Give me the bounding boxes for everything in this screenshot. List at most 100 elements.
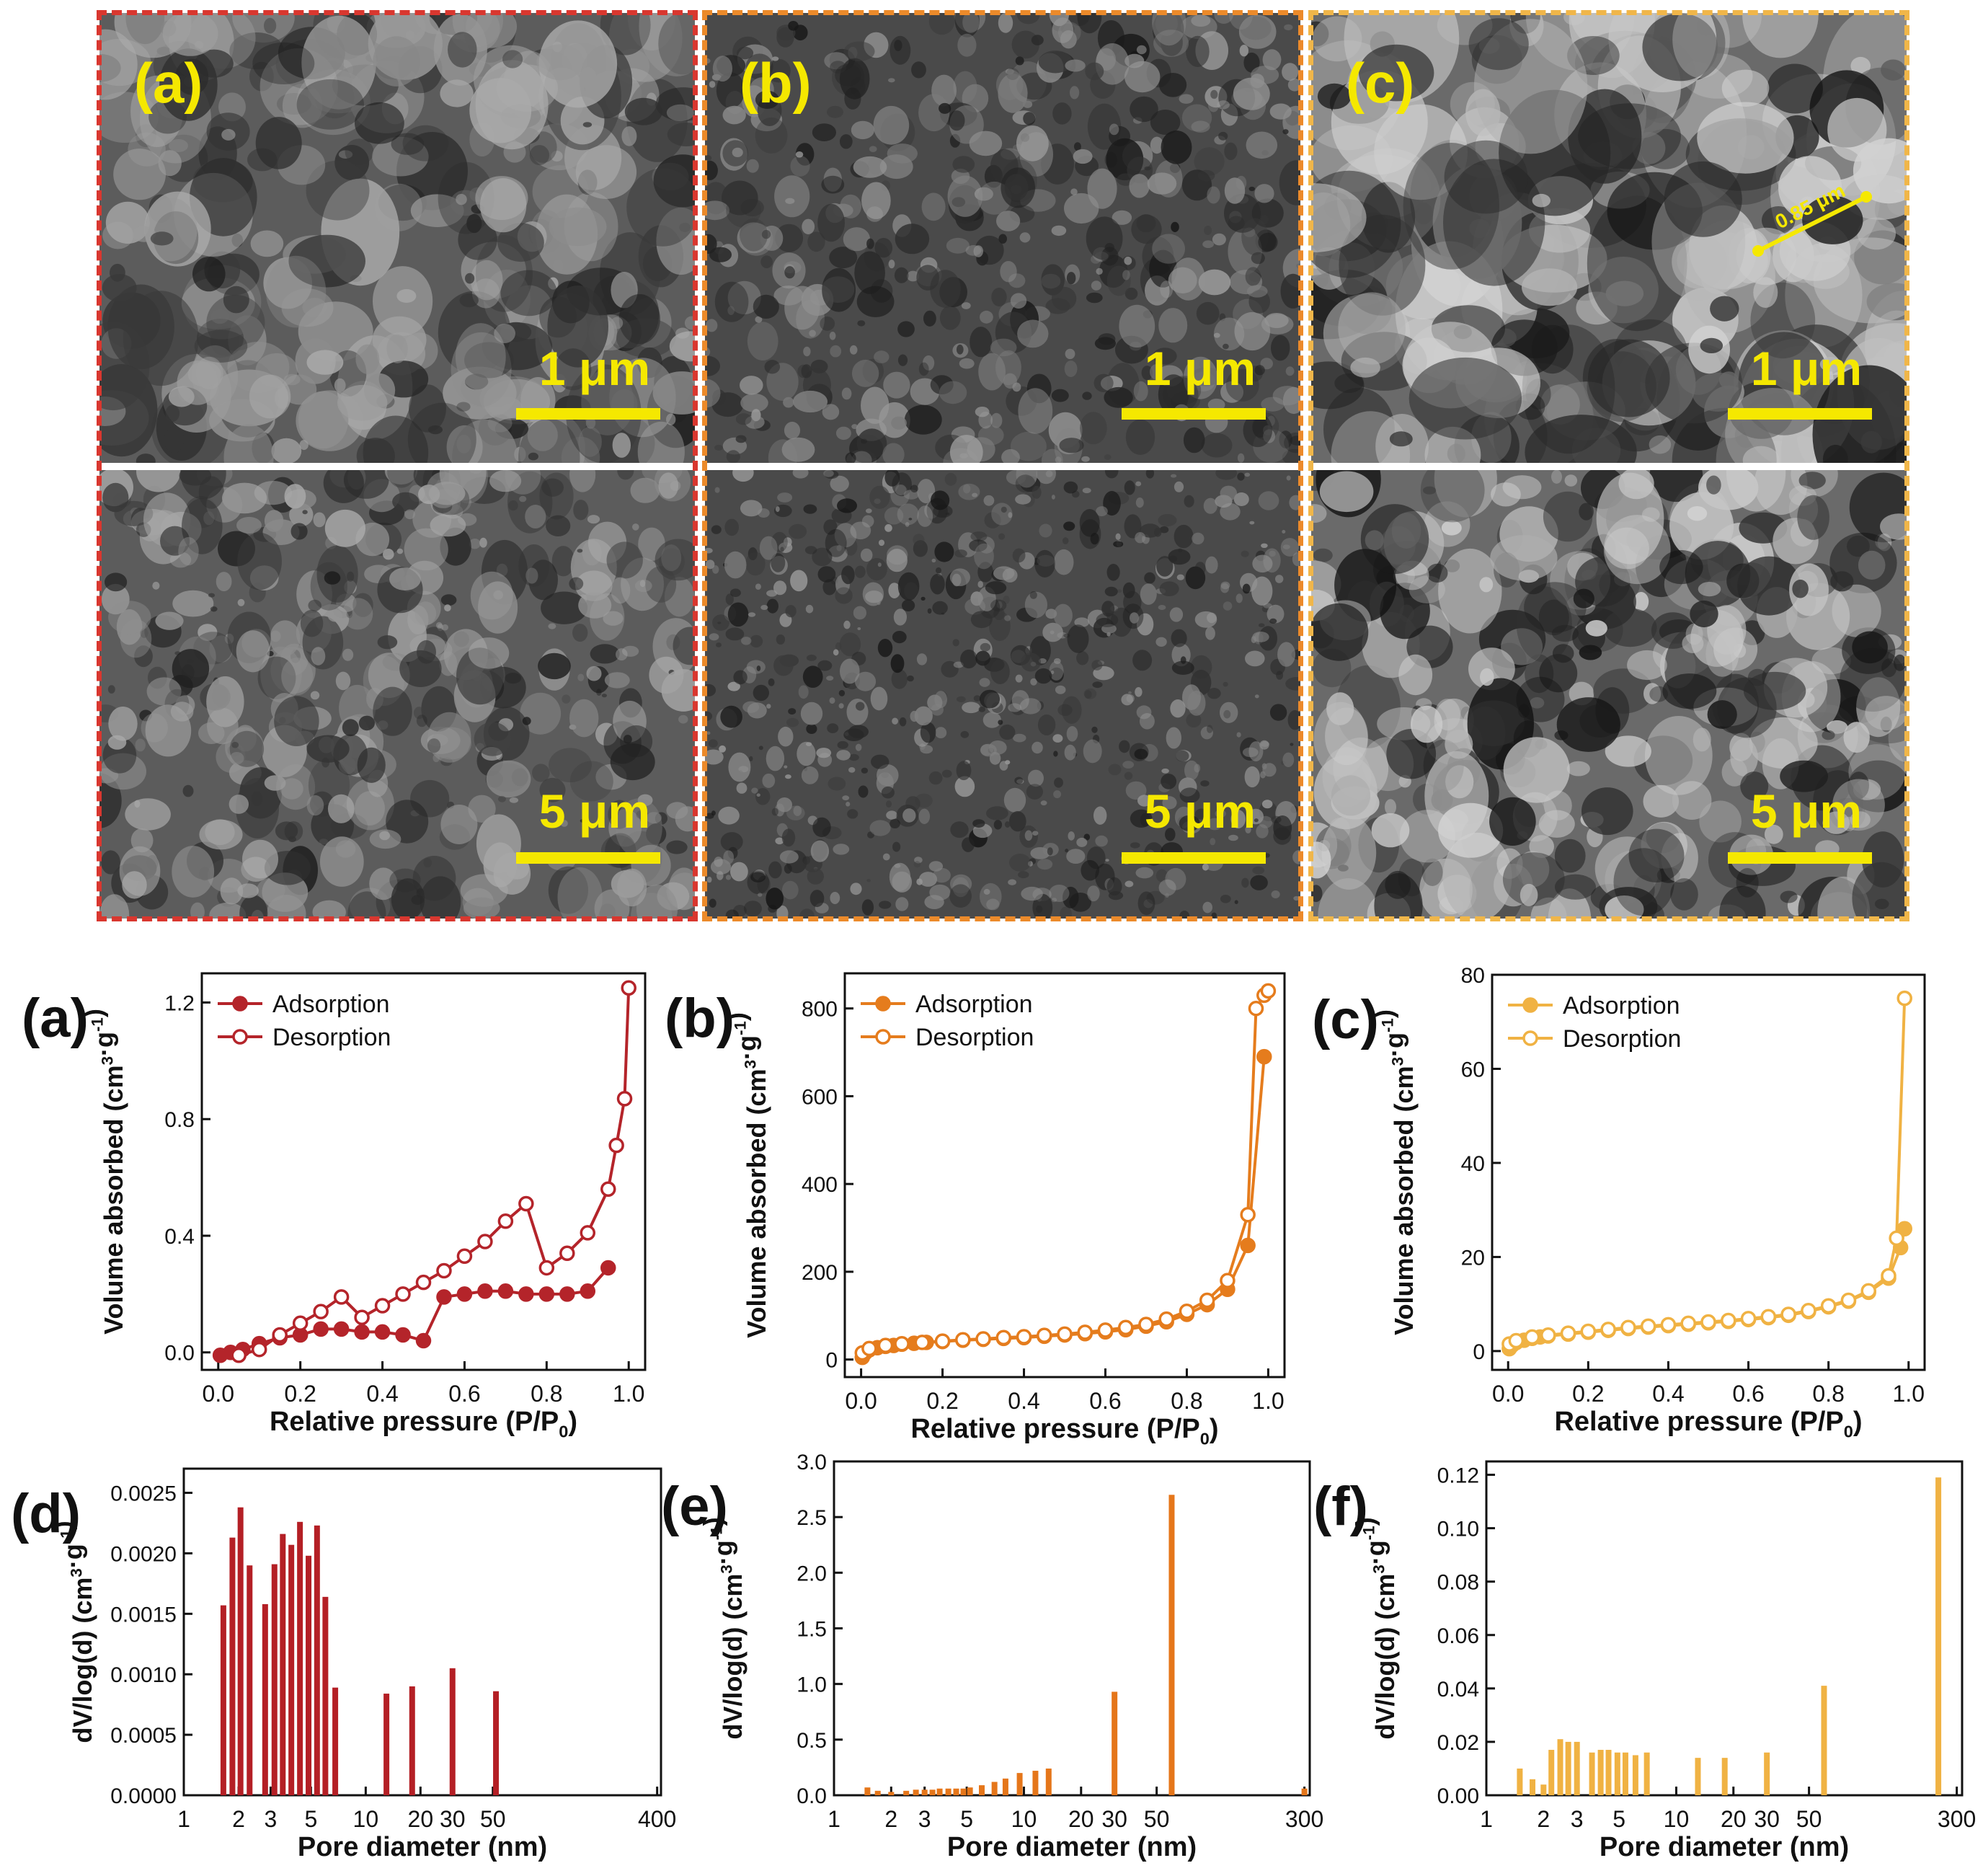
scale-bar-label: 1 μm	[1750, 342, 1862, 395]
desorption-point	[1700, 1314, 1716, 1330]
bar	[280, 1534, 286, 1795]
bar	[271, 1564, 278, 1795]
bar	[1016, 1773, 1023, 1795]
y-tick-label: 0.0	[164, 1342, 195, 1366]
desorption-point	[1138, 1317, 1154, 1332]
y-tick-label: 0.0000	[110, 1784, 177, 1808]
desorption-point	[456, 1248, 473, 1265]
desorption-point	[559, 1245, 575, 1261]
y-axis-label: Volume absorbed (cm3·g-1)	[1370, 1009, 1419, 1335]
bar	[449, 1668, 456, 1795]
desorption-point	[1740, 1311, 1757, 1327]
bar	[1574, 1741, 1580, 1795]
y-axis-label: Volume absorbed (cm3·g-1)	[79, 1009, 128, 1335]
desorption-point	[436, 1262, 452, 1279]
bar	[913, 1789, 919, 1795]
chart-panel-(b): 0.0 0.2 0.4 0.6 0.8 1.0 0 200 400 600 800 Relative …	[665, 972, 1286, 1448]
desorption-point	[621, 980, 636, 996]
bar	[1589, 1752, 1595, 1795]
desorption-point	[1640, 1318, 1656, 1335]
bar	[1821, 1686, 1827, 1795]
desorption-point	[1840, 1292, 1857, 1309]
y-axis-label: dV/log(d) (cm3·g-1)	[48, 1521, 97, 1743]
bar	[1721, 1758, 1728, 1795]
desorption-point	[1860, 1283, 1876, 1299]
desorption-point	[415, 1274, 432, 1291]
y-tick-label: 3.0	[797, 1451, 827, 1474]
desorption-point	[251, 1341, 267, 1358]
chart-panel-(c): 0.0 0.2 0.4 0.6 0.8 1.0 0 20 40 60 80 Relative pres…	[1312, 964, 1926, 1441]
legend-marker	[1522, 997, 1538, 1013]
y-tick-label: 1.5	[797, 1618, 827, 1642]
bar	[262, 1603, 268, 1795]
desorption-point	[1037, 1327, 1052, 1343]
bar	[1530, 1779, 1536, 1795]
desorption-point	[600, 1181, 616, 1198]
x-tick-label: 2	[884, 1806, 897, 1832]
x-tick-label: 0.6	[448, 1381, 480, 1407]
desorption-point	[1680, 1315, 1696, 1332]
x-axis-label: Pore diameter (nm)	[1600, 1832, 1849, 1862]
bar	[297, 1521, 303, 1795]
bar	[1632, 1755, 1638, 1795]
legend-label: Adsorption	[915, 991, 1033, 1018]
bar	[991, 1782, 998, 1795]
bar	[1565, 1741, 1571, 1795]
adsorption-point	[333, 1321, 350, 1337]
desorption-point	[1240, 1207, 1256, 1223]
chart-panel-(e): 1 2 3 5 10 20 30 50 300 0.0 0.5 1.0 1.5 2.0 2.5 3.0 Pore…	[661, 1451, 1323, 1862]
x-tick-label: 30	[1754, 1806, 1780, 1832]
desorption-point	[1801, 1303, 1816, 1319]
desorption-point	[395, 1286, 411, 1302]
sem-image-1-bottom: 5 μm	[705, 470, 1300, 919]
x-tick-label: 5	[960, 1806, 973, 1832]
desorption-point	[497, 1213, 514, 1229]
y-tick-label: 0.8	[164, 1108, 195, 1132]
desorption-point	[1660, 1317, 1677, 1333]
x-tick-label: 1	[177, 1806, 190, 1832]
x-tick-label: 1	[1480, 1806, 1493, 1832]
desorption-point	[1540, 1327, 1556, 1343]
y-tick-label: 0.4	[164, 1225, 195, 1249]
bar	[888, 1792, 895, 1795]
x-tick-label: 0.0	[203, 1381, 234, 1407]
desorption-point	[1524, 1329, 1540, 1345]
desorption-point	[955, 1332, 971, 1348]
x-tick-label: 20	[1721, 1806, 1747, 1832]
x-tick-label: 300	[1938, 1806, 1976, 1832]
y-tick-label: 40	[1461, 1152, 1485, 1176]
bar	[237, 1507, 244, 1795]
desorption-point	[1881, 1267, 1897, 1284]
desorption-point	[1179, 1303, 1195, 1319]
bar	[960, 1788, 967, 1795]
adsorption-point	[580, 1283, 596, 1299]
legend-marker	[1522, 1030, 1538, 1046]
bar	[332, 1687, 339, 1795]
sem-image-0-bottom: 5 μm	[99, 470, 695, 919]
desorption-point	[1248, 1000, 1264, 1017]
x-tick-label: 10	[353, 1806, 379, 1832]
legend-marker	[232, 1029, 248, 1045]
y-tick-label: 0.02	[1437, 1731, 1479, 1755]
sem-panel-label: (a)	[134, 51, 203, 115]
x-tick-label: 3	[918, 1806, 931, 1832]
bar	[1605, 1750, 1612, 1795]
adsorption-point	[436, 1289, 452, 1305]
x-tick-label: 0.0	[1492, 1381, 1524, 1407]
x-axis-label: Pore diameter (nm)	[947, 1832, 1197, 1862]
legend-marker	[875, 1029, 891, 1045]
chart-panel-label: (f)	[1313, 1476, 1368, 1537]
bar	[874, 1790, 881, 1795]
desorption-point	[1620, 1319, 1636, 1336]
x-tick-label: 1.0	[613, 1381, 644, 1407]
x-tick-label: 5	[1612, 1806, 1625, 1832]
adsorption-point	[518, 1286, 534, 1302]
adsorption-point	[374, 1324, 391, 1340]
desorption-point	[1077, 1324, 1093, 1340]
scale-bar-label: 1 μm	[1144, 342, 1256, 395]
scale-bar	[1122, 852, 1266, 864]
bar	[1548, 1750, 1555, 1795]
adsorption-point	[1240, 1237, 1256, 1254]
y-tick-label: 0.00	[1437, 1784, 1479, 1808]
x-tick-label: 50	[480, 1806, 506, 1832]
